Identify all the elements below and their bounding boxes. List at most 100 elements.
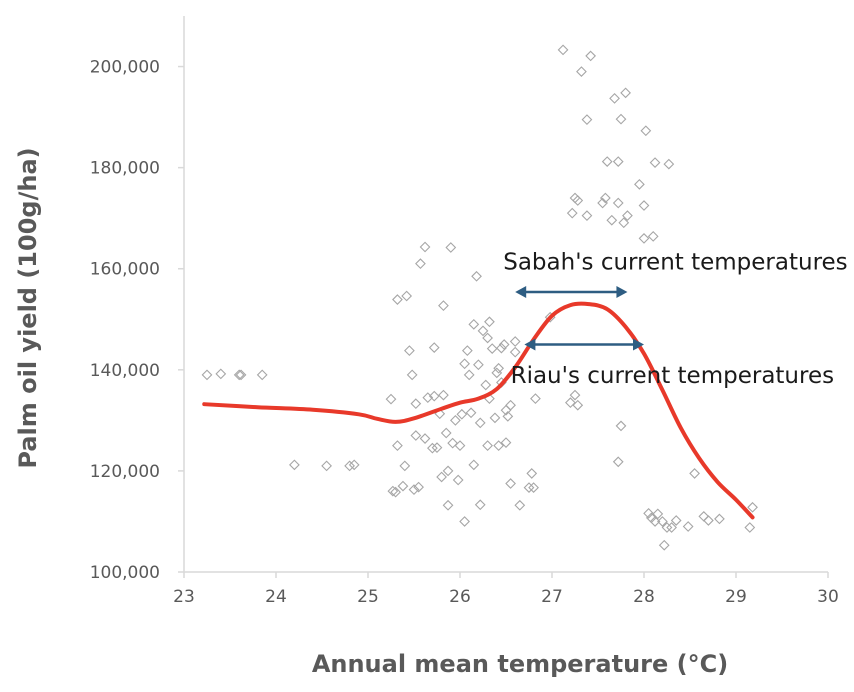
data-point	[622, 210, 633, 222]
data-point	[321, 460, 332, 472]
data-point	[698, 511, 710, 522]
data-point	[289, 459, 300, 471]
data-point	[408, 484, 420, 495]
annotation-label: Riau's current temperatures	[511, 363, 834, 389]
y-tick-label: 180,000	[90, 159, 160, 179]
data-point	[609, 93, 620, 104]
data-point	[612, 456, 624, 468]
data-point	[581, 114, 593, 125]
data-point	[599, 192, 611, 204]
data-point	[428, 342, 440, 353]
data-point	[415, 258, 426, 270]
y-tick-label: 120,000	[90, 462, 160, 482]
x-tick-label: 28	[633, 587, 655, 607]
data-point	[482, 440, 493, 452]
data-point	[463, 369, 475, 381]
data-point	[410, 398, 422, 410]
data-point	[387, 485, 399, 497]
data-point	[747, 501, 758, 513]
x-tick-label: 30	[817, 587, 839, 607]
data-point	[468, 459, 480, 471]
data-point	[523, 482, 535, 493]
data-point	[477, 325, 489, 337]
data-point	[505, 478, 516, 489]
y-tick-label: 140,000	[90, 361, 160, 381]
data-point	[450, 414, 461, 426]
data-point	[406, 369, 418, 381]
data-point	[612, 197, 624, 209]
data-point	[500, 437, 512, 448]
x-tick-label: 26	[449, 587, 471, 607]
data-point	[436, 471, 447, 483]
data-point	[344, 460, 355, 472]
data-point	[572, 399, 584, 411]
data-point	[557, 44, 569, 56]
data-point	[428, 390, 440, 402]
data-point	[256, 369, 268, 381]
data-point	[422, 392, 434, 403]
data-point	[493, 440, 505, 452]
y-tick-label: 160,000	[90, 260, 160, 280]
data-point	[480, 379, 492, 391]
data-point	[514, 499, 526, 511]
data-point	[714, 513, 725, 525]
y-axis-title: Palm oil yield (100g/ha)	[14, 147, 42, 468]
data-point	[649, 516, 661, 527]
data-point	[461, 345, 473, 356]
data-point	[419, 433, 431, 444]
data-point	[663, 158, 675, 170]
data-point	[440, 427, 452, 439]
data-point	[491, 367, 503, 379]
data-point	[652, 508, 664, 520]
data-point	[509, 346, 521, 358]
data-point	[572, 195, 584, 206]
arrowhead-left-icon	[524, 338, 536, 351]
data-point	[486, 343, 498, 354]
data-point	[233, 369, 245, 381]
data-point	[615, 420, 627, 432]
data-point	[447, 437, 459, 449]
data-point	[413, 481, 424, 493]
data-point	[581, 210, 593, 222]
data-point	[647, 231, 659, 242]
data-point	[489, 412, 501, 424]
data-point	[401, 290, 413, 302]
data-point	[502, 410, 514, 422]
data-point	[215, 368, 227, 380]
data-point	[484, 316, 495, 328]
data-point	[615, 113, 627, 125]
data-point	[385, 393, 397, 405]
x-tick-label: 24	[265, 587, 287, 607]
y-tick-label: 100,000	[90, 563, 160, 583]
data-point	[643, 507, 654, 519]
data-point	[473, 359, 484, 371]
data-point	[348, 459, 360, 471]
data-point	[419, 241, 431, 253]
data-point	[474, 499, 486, 511]
data-point	[638, 233, 650, 244]
data-point	[569, 389, 581, 401]
data-point	[526, 468, 538, 479]
data-point	[601, 156, 613, 167]
data-point	[438, 389, 449, 401]
data-point	[689, 468, 700, 479]
data-point	[235, 369, 247, 381]
data-point	[445, 242, 457, 253]
data-point	[612, 156, 624, 167]
x-tick-label: 25	[357, 587, 379, 607]
arrowhead-left-icon	[515, 285, 527, 298]
data-point	[576, 66, 587, 77]
data-point	[658, 539, 670, 551]
data-point	[666, 522, 677, 533]
data-point	[442, 499, 454, 511]
x-axis-title: Annual mean temperature (°C)	[312, 650, 728, 678]
data-point	[638, 200, 650, 211]
data-point	[454, 440, 466, 452]
data-point	[634, 178, 645, 190]
data-point	[661, 522, 673, 533]
data-point	[618, 217, 630, 229]
data-point	[493, 362, 505, 374]
data-point	[649, 157, 661, 168]
annotations: Sabah's current temperatures Riau's curre…	[503, 250, 847, 389]
data-point	[640, 125, 652, 137]
